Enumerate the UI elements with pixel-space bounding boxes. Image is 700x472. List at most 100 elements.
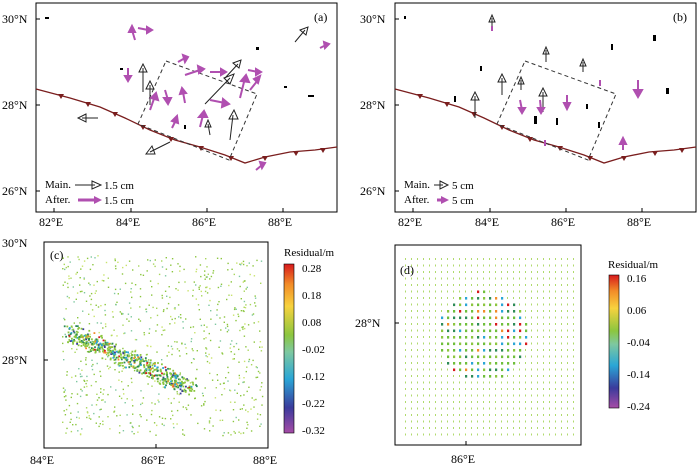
residual-mark [453,284,454,286]
residual-mark [489,420,490,423]
residual-mark [519,316,522,320]
residual-mark [208,332,210,335]
residual-mark [465,349,468,352]
residual-mark [171,384,174,387]
residual-mark [104,349,106,352]
residual-mark [97,255,99,257]
residual-mark [483,388,484,390]
residual-mark [172,369,175,372]
residual-mark [543,420,544,423]
residual-mark [573,303,574,306]
residual-mark [77,331,79,333]
residual-mark [495,264,496,267]
residual-mark [119,364,122,367]
residual-mark [165,382,168,384]
residual-mark [157,362,159,364]
residual-mark [254,295,256,297]
residual-mark [573,310,574,312]
residual-mark [531,407,532,410]
residual-mark [152,306,154,309]
residual-mark [423,336,424,338]
residual-mark [519,336,522,339]
residual-mark [525,388,526,390]
residual-mark [151,385,153,387]
residual-mark [447,277,448,280]
residual-mark [513,329,516,333]
residual-mark [507,303,510,307]
residual-mark [112,352,114,355]
residual-mark [495,368,498,372]
residual-mark [441,284,442,286]
residual-mark [537,414,538,416]
residual-mark [153,369,156,371]
residual-mark [471,271,472,273]
residual-mark [561,388,562,390]
residual-mark [104,339,107,342]
residual-mark [96,349,99,351]
residual-mark [110,386,112,388]
residual-mark [519,303,520,306]
residual-mark [175,379,177,381]
residual-mark [177,289,179,291]
residual-mark [143,360,145,363]
residual-mark [447,433,448,436]
residual-mark [223,316,226,318]
residual-mark [411,303,412,306]
residual-mark [116,415,118,417]
residual-mark [171,410,173,412]
residual-mark [65,266,67,269]
residual-mark [167,302,170,305]
residual-mark [220,283,223,285]
residual-mark [209,299,211,302]
residual-mark [561,414,562,416]
residual-mark [573,258,574,260]
residual-mark [139,414,141,416]
residual-mark [113,362,116,365]
residual-mark [417,355,418,358]
residual-mark [242,260,245,263]
residual-mark [76,393,79,395]
residual-mark [174,376,177,379]
residual-mark [483,362,486,365]
residual-mark [489,381,490,384]
residual-mark [191,348,193,350]
residual-mark [174,317,176,320]
residual-mark [219,317,221,319]
residual-mark [94,346,96,349]
residual-mark [242,381,244,384]
residual-mark [89,295,91,297]
residual-mark [238,383,240,385]
residual-mark [153,374,156,377]
residual-mark [232,409,235,411]
residual-mark [172,423,175,425]
residual-mark [417,401,418,403]
residual-mark [233,358,235,360]
residual-mark [170,418,172,420]
residual-mark [68,327,71,329]
residual-mark [160,370,162,373]
residual-mark [471,414,472,416]
panel-b-xticks: 82°E 84°E 86°E 88°E [398,208,651,229]
residual-mark [519,420,520,423]
residual-mark [239,329,241,332]
residual-mark [543,368,544,371]
residual-mark [238,275,241,278]
residual-mark [108,342,111,345]
residual-mark [190,338,193,340]
residual-mark [549,258,550,260]
residual-mark [181,382,184,385]
residual-mark [471,420,472,423]
residual-mark [119,425,121,427]
residual-mark [247,424,249,426]
residual-mark [130,291,132,293]
residual-mark [114,369,116,371]
residual-mark [167,379,170,381]
residual-mark [573,355,574,358]
residual-mark [81,265,84,267]
panel-a-small-marks [45,17,314,129]
residual-mark [447,342,450,346]
residual-mark [537,368,538,371]
residual-mark [234,389,236,391]
residual-mark [513,342,516,346]
residual-mark [423,342,424,345]
